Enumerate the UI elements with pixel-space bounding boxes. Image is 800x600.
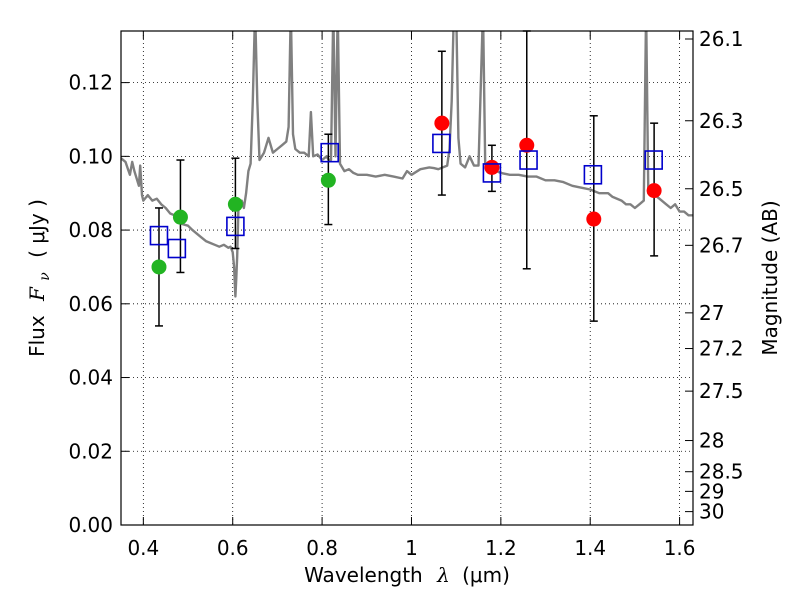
magnitude-tick-label: 30 [699, 500, 724, 524]
magnitude-tick-label: 27.2 [699, 337, 744, 361]
data-point [434, 115, 450, 131]
x-axis-label-unit: (μm) [462, 563, 510, 587]
x-tick-label: 0.6 [217, 536, 249, 560]
grid-lines [121, 31, 693, 525]
magnitude-tick-label: 26.1 [699, 27, 744, 51]
y-axis-ticks: 0.00 0.02 0.04 0.06 0.08 0.10 0.12 [68, 71, 129, 537]
x-axis-label-symbol: λ [436, 563, 450, 587]
plot-frame [120, 30, 694, 526]
y-tick-label: 0.00 [68, 513, 113, 537]
model-photometry-point [226, 216, 245, 237]
x-axis-label: Wavelength λ (μm) [304, 563, 510, 587]
model-photometry-point [482, 163, 502, 183]
y-tick-label: 0.06 [68, 292, 113, 316]
magnitude-tick-label: 28.5 [699, 460, 744, 484]
y-axis-label-symbol: F [25, 286, 49, 302]
magnitude-tick-label: 27.5 [699, 379, 744, 403]
marker-layer [149, 115, 663, 275]
magnitude-tick-label: 26.3 [699, 109, 744, 133]
model-photometry-point [583, 164, 603, 185]
magnitude-tick-label: 26.5 [699, 177, 744, 201]
y-axis-label: Flux F ν ( μJy ) [25, 199, 54, 357]
magnitude-tick-label: 27 [699, 301, 724, 325]
y-axis-label-unit: ( μJy ) [25, 199, 49, 258]
plot-background [121, 31, 693, 525]
y-tick-label: 0.02 [68, 439, 113, 463]
model-photometry-point [432, 133, 451, 154]
right-axis-label: Magnitude (AB) [758, 200, 782, 355]
y-axis-label-prefix: Flux [25, 315, 49, 357]
data-point [172, 209, 188, 225]
data-point [586, 211, 602, 227]
model-photometry-point [644, 150, 663, 170]
y-tick-label: 0.12 [68, 71, 113, 95]
model-photometry-point [320, 142, 339, 163]
x-axis-ticks: 0.4 0.6 0.8 1 1.2 1.4 1.6 [127, 31, 696, 560]
model-photometry-point [149, 225, 169, 246]
x-tick-label: 1 [405, 536, 418, 560]
y-tick-label: 0.10 [68, 144, 113, 168]
magnitude-tick-label: 26.7 [699, 233, 744, 257]
model-photometry-point [519, 150, 538, 170]
y-tick-label: 0.04 [68, 366, 113, 390]
data-point [519, 137, 535, 153]
x-tick-label: 0.8 [306, 536, 338, 560]
x-tick-label: 0.4 [127, 536, 159, 560]
data-point [646, 183, 662, 199]
model-photometry-point [167, 238, 187, 259]
magnitude-tick-label: 29 [699, 479, 724, 503]
y-tick-label: 0.08 [68, 218, 113, 242]
x-tick-label: 1.2 [485, 536, 517, 560]
x-axis-label-prefix: Wavelength [304, 563, 423, 587]
data-point [227, 196, 243, 212]
model-spectrum-line [121, 31, 693, 298]
model-spectrum-layer [121, 31, 693, 298]
x-tick-label: 1.4 [574, 536, 606, 560]
x-tick-label: 1.6 [664, 536, 696, 560]
data-point [320, 172, 336, 188]
data-point [151, 259, 167, 275]
magnitude-tick-label: 28 [699, 429, 724, 453]
data-point [484, 159, 500, 175]
y-axis-label-subscript: ν [37, 272, 53, 281]
